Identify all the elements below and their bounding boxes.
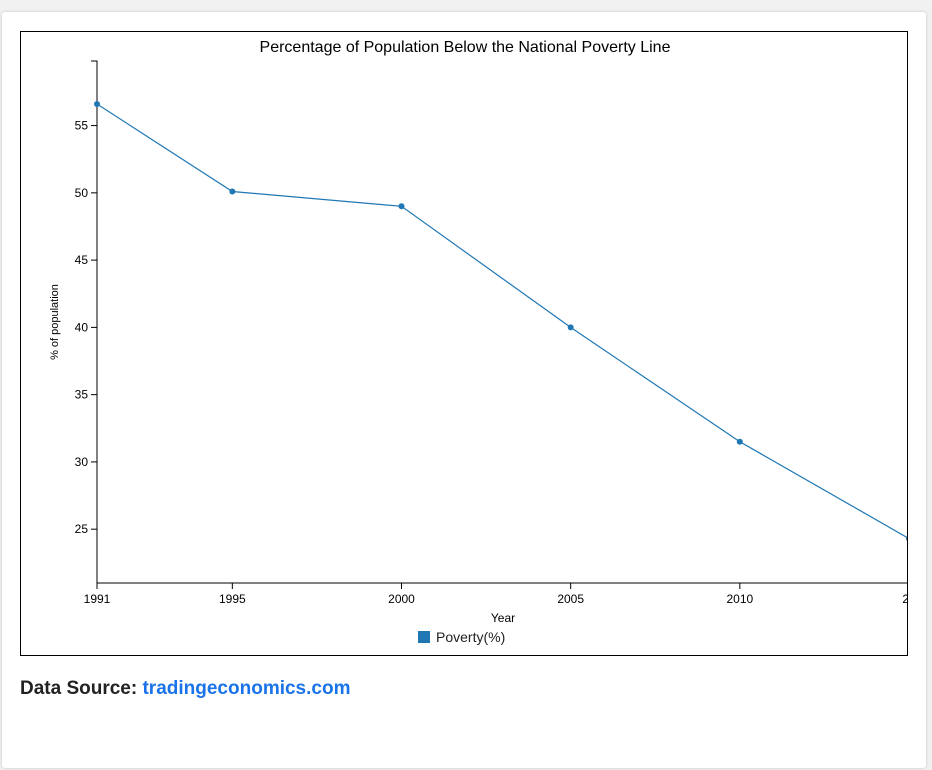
y-tick-label: 50 [75, 186, 89, 200]
y-tick-label: 35 [75, 388, 89, 402]
data-point [398, 203, 405, 210]
legend-label: Poverty(%) [436, 629, 505, 645]
data-point [94, 101, 100, 108]
data-point [736, 438, 743, 445]
x-axis-label: Year [491, 611, 515, 625]
data-point [567, 324, 574, 331]
x-tick-label: 2000 [388, 592, 415, 606]
y-tick-label: 30 [75, 455, 89, 469]
x-tick-label: 1991 [84, 592, 111, 606]
y-tick-label: 45 [75, 253, 89, 267]
y-axis-line [91, 60, 98, 583]
chart-title: Percentage of Population Below the Natio… [260, 39, 671, 56]
legend-swatch [418, 631, 430, 643]
data-point [229, 188, 236, 195]
data-source: Data Source: tradingeconomics.com [20, 678, 350, 700]
y-axis-label: % of population [49, 284, 61, 360]
x-tick-label: 2005 [557, 592, 584, 606]
y-tick-label: 40 [75, 320, 89, 334]
chart-frame: Percentage of Population Below the Natio… [20, 31, 908, 656]
x-tick-label: 20 [902, 592, 907, 606]
series-line [96, 103, 907, 539]
data-point [906, 536, 907, 541]
x-tick-label: 2010 [726, 592, 753, 606]
data-source-link[interactable]: tradingeconomics.com [142, 678, 351, 699]
data-source-label: Data Source: [20, 678, 138, 699]
x-tick-label: 1995 [219, 592, 246, 606]
line-chart: Percentage of Population Below the Natio… [49, 39, 907, 645]
plot-area: 25 30 35 40 45 50 55 1991 1995 2000 2005 2010 20 [75, 60, 907, 606]
y-tick-label: 55 [75, 119, 89, 133]
y-tick-label: 25 [75, 522, 89, 536]
chart-card: Percentage of Population Below the Natio… [2, 12, 926, 768]
